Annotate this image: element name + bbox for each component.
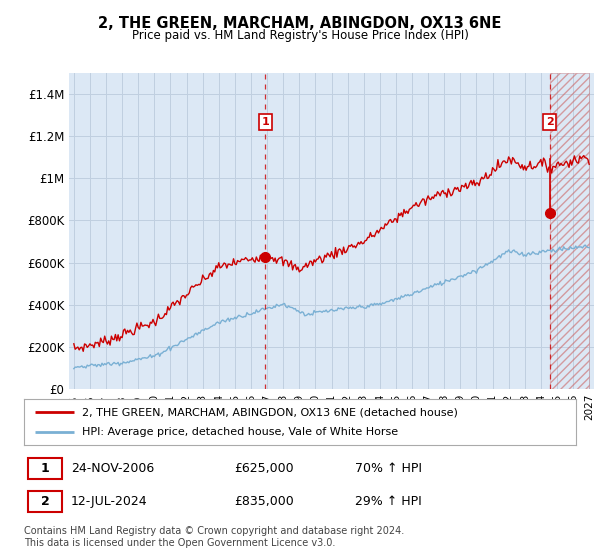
Text: 12-JUL-2024: 12-JUL-2024 — [71, 495, 148, 508]
FancyBboxPatch shape — [28, 491, 62, 512]
Text: 2: 2 — [545, 117, 553, 127]
Text: 2, THE GREEN, MARCHAM, ABINGDON, OX13 6NE (detached house): 2, THE GREEN, MARCHAM, ABINGDON, OX13 6N… — [82, 407, 458, 417]
Text: £625,000: £625,000 — [234, 462, 293, 475]
Text: 29% ↑ HPI: 29% ↑ HPI — [355, 495, 422, 508]
Text: 24-NOV-2006: 24-NOV-2006 — [71, 462, 154, 475]
Text: HPI: Average price, detached house, Vale of White Horse: HPI: Average price, detached house, Vale… — [82, 427, 398, 437]
Text: 1: 1 — [41, 462, 49, 475]
Text: £835,000: £835,000 — [234, 495, 293, 508]
Text: 2, THE GREEN, MARCHAM, ABINGDON, OX13 6NE: 2, THE GREEN, MARCHAM, ABINGDON, OX13 6N… — [98, 16, 502, 31]
Text: 70% ↑ HPI: 70% ↑ HPI — [355, 462, 422, 475]
Text: Contains HM Land Registry data © Crown copyright and database right 2024.: Contains HM Land Registry data © Crown c… — [24, 526, 404, 536]
FancyBboxPatch shape — [28, 458, 62, 479]
Text: 1: 1 — [262, 117, 269, 127]
Text: 2: 2 — [41, 495, 49, 508]
Text: This data is licensed under the Open Government Licence v3.0.: This data is licensed under the Open Gov… — [24, 538, 335, 548]
Text: Price paid vs. HM Land Registry's House Price Index (HPI): Price paid vs. HM Land Registry's House … — [131, 29, 469, 42]
